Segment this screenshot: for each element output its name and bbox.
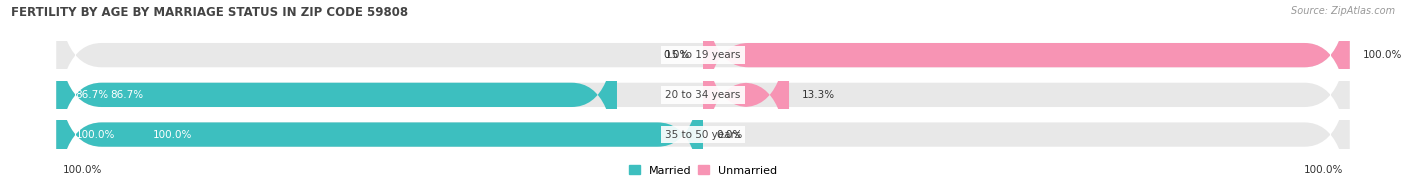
Text: 100.0%: 100.0% [1362, 50, 1402, 60]
FancyBboxPatch shape [703, 7, 789, 183]
Text: 100.0%: 100.0% [76, 130, 115, 140]
Text: 35 to 50 years: 35 to 50 years [665, 130, 741, 140]
Text: 20 to 34 years: 20 to 34 years [665, 90, 741, 100]
Text: 86.7%: 86.7% [76, 90, 108, 100]
FancyBboxPatch shape [56, 47, 703, 196]
FancyBboxPatch shape [56, 0, 1350, 143]
Text: 100.0%: 100.0% [153, 130, 193, 140]
Text: 0.0%: 0.0% [716, 130, 742, 140]
Text: 15 to 19 years: 15 to 19 years [665, 50, 741, 60]
FancyBboxPatch shape [56, 7, 617, 183]
Text: 13.3%: 13.3% [801, 90, 835, 100]
FancyBboxPatch shape [56, 47, 1350, 196]
Legend: Married, Unmarried: Married, Unmarried [628, 165, 778, 176]
Text: Source: ZipAtlas.com: Source: ZipAtlas.com [1291, 6, 1395, 16]
Text: 100.0%: 100.0% [63, 165, 103, 175]
Text: 100.0%: 100.0% [1303, 165, 1343, 175]
Text: FERTILITY BY AGE BY MARRIAGE STATUS IN ZIP CODE 59808: FERTILITY BY AGE BY MARRIAGE STATUS IN Z… [11, 6, 408, 19]
FancyBboxPatch shape [56, 7, 1350, 183]
Text: 86.7%: 86.7% [110, 90, 143, 100]
FancyBboxPatch shape [703, 0, 1350, 143]
Text: 0.0%: 0.0% [664, 50, 690, 60]
